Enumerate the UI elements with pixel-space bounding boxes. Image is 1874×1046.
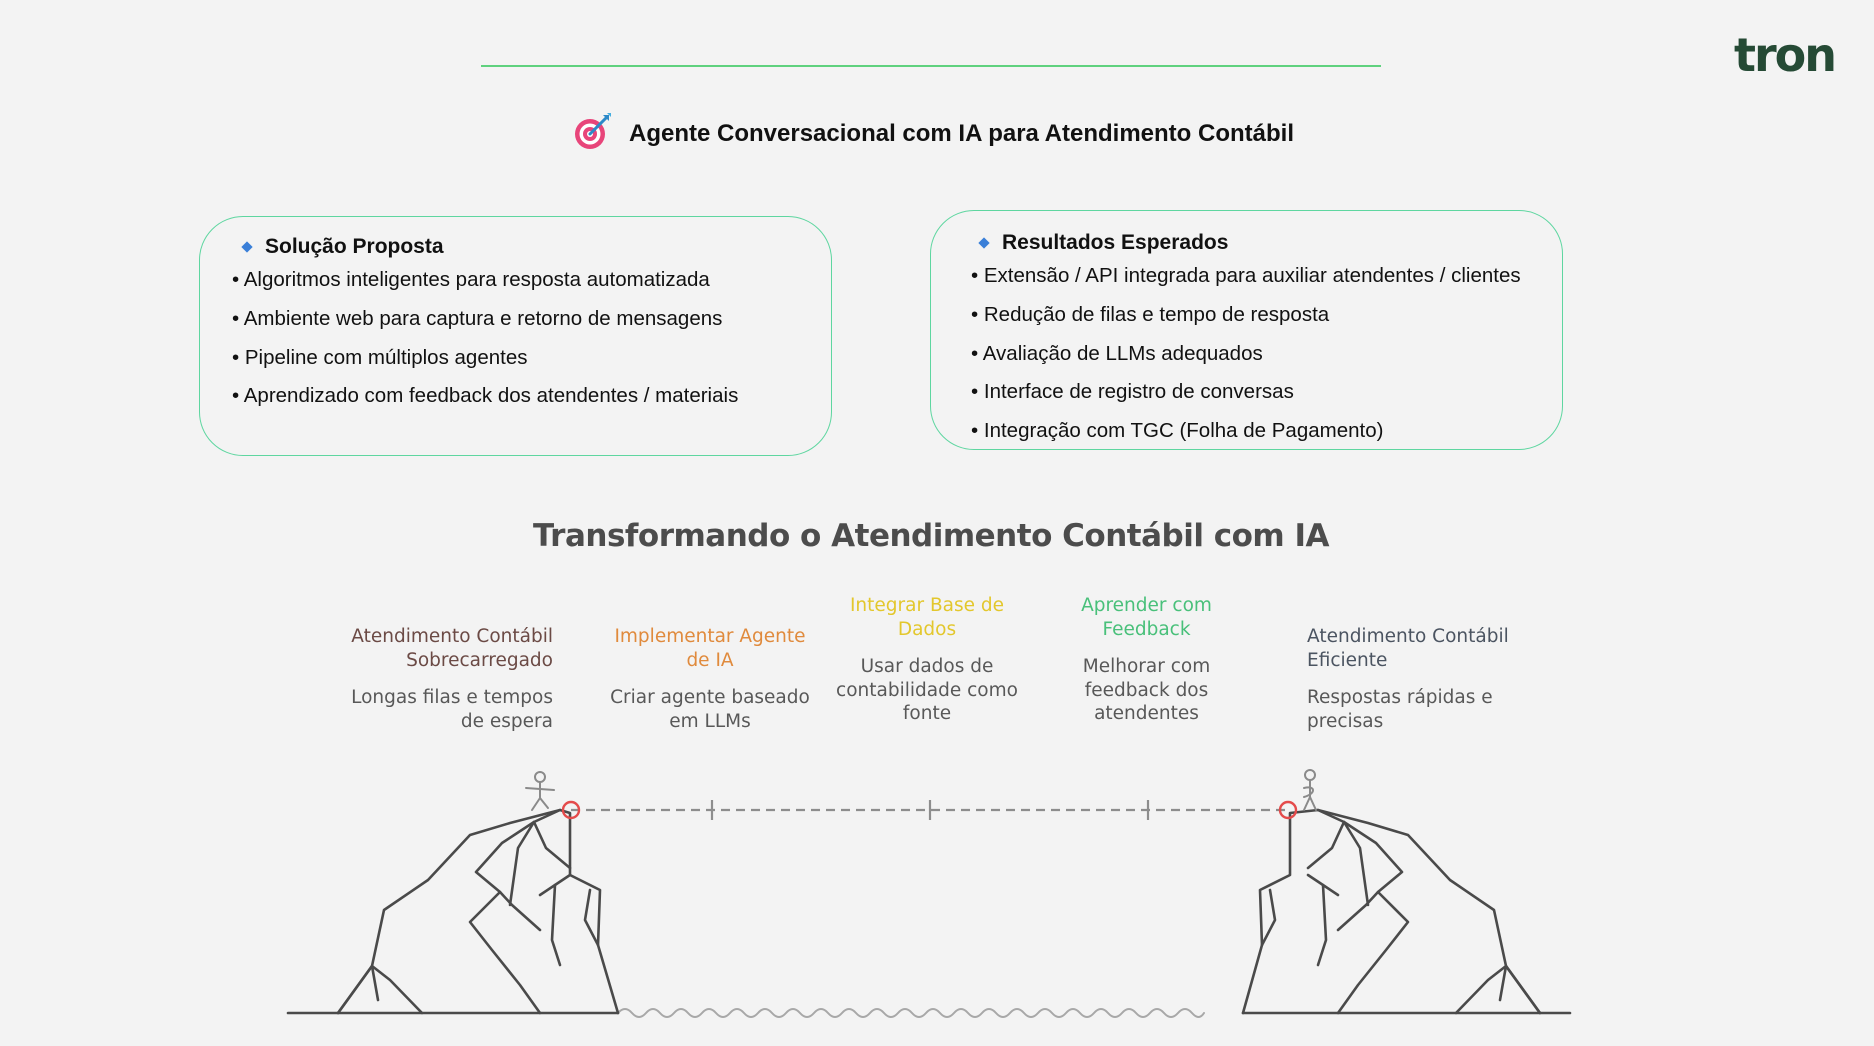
results-list: • Extensão / API integrada para auxiliar… [971,263,1521,457]
cliff-right [1241,808,1542,1015]
page-title: Agente Conversacional com IA para Atendi… [629,120,1294,147]
stage-label: Aprender com Feedback [1081,595,1212,640]
cliff-left [336,808,620,1015]
list-item: • Integração com TGC (Folha de Pagamento… [971,419,1384,443]
solution-card-header: Solução Proposta [241,235,444,259]
start-marker [561,800,581,820]
stage-integrate-data: Integrar Base de Dados Usar dados de con… [828,594,1026,726]
list-item: • Redução de filas e tempo de resposta [971,302,1330,326]
list-item: • Ambiente web para captura e retorno de… [232,306,723,330]
diagram-title: Transformando o Atendimento Contábil com… [532,518,1330,554]
slide-title: Agente Conversacional com IA para Atendi… [573,112,1294,156]
person-left-icon [525,771,555,811]
list-item: • Aprendizado com feedback dos atendente… [232,384,739,408]
end-marker [1278,800,1298,820]
stage-efficient: Atendimento Contábil Eficiente Respostas… [1307,625,1517,733]
solution-card: Solução Proposta • Algoritmos inteligent… [199,216,832,456]
stage-label: Atendimento Contábil Sobrecarregado [351,626,553,671]
results-card: Resultados Esperados • Extensão / API in… [930,210,1563,450]
list-item: • Algoritmos inteligentes para resposta … [232,268,710,291]
top-divider [481,65,1381,67]
results-title: Resultados Esperados [1002,231,1229,254]
stage-desc: Melhorar com feedback dos atendentes [1082,656,1211,724]
list-item: • Pipeline com múltiplos agentes [232,345,528,369]
stage-learn-feedback: Aprender com Feedback Melhorar com feedb… [1065,594,1228,726]
solution-list: • Algoritmos inteligentes para resposta … [232,267,738,422]
tron-logo: tron [1733,28,1837,82]
stage-label: Atendimento Contábil Eficiente [1307,626,1509,671]
stage-overloaded: Atendimento Contábil Sobrecarregado Long… [340,625,553,733]
water-line [617,1008,1205,1018]
person-right-icon [1303,769,1317,811]
stage-desc: Criar agente baseado em LLMs [610,687,810,732]
stage-label: Integrar Base de Dados [849,595,1005,640]
list-item: • Avaliação de LLMs adequados [971,341,1263,365]
stage-desc: Longas filas e tempos de espera [351,687,553,732]
stage-desc: Respostas rápidas e precisas [1307,687,1493,732]
list-item: • Interface de registro de conversas [971,380,1294,404]
solution-title: Solução Proposta [265,235,444,258]
target-icon [573,112,613,157]
stage-label: Implementar Agente de IA [614,626,806,671]
list-item: • Extensão / API integrada para auxiliar… [971,264,1521,287]
results-card-header: Resultados Esperados [978,231,1229,255]
stage-desc: Usar dados de contabilidade como fonte [836,656,1018,724]
stage-implement-agent: Implementar Agente de IA Criar agente ba… [608,625,812,733]
stage-ticks [710,800,1150,820]
